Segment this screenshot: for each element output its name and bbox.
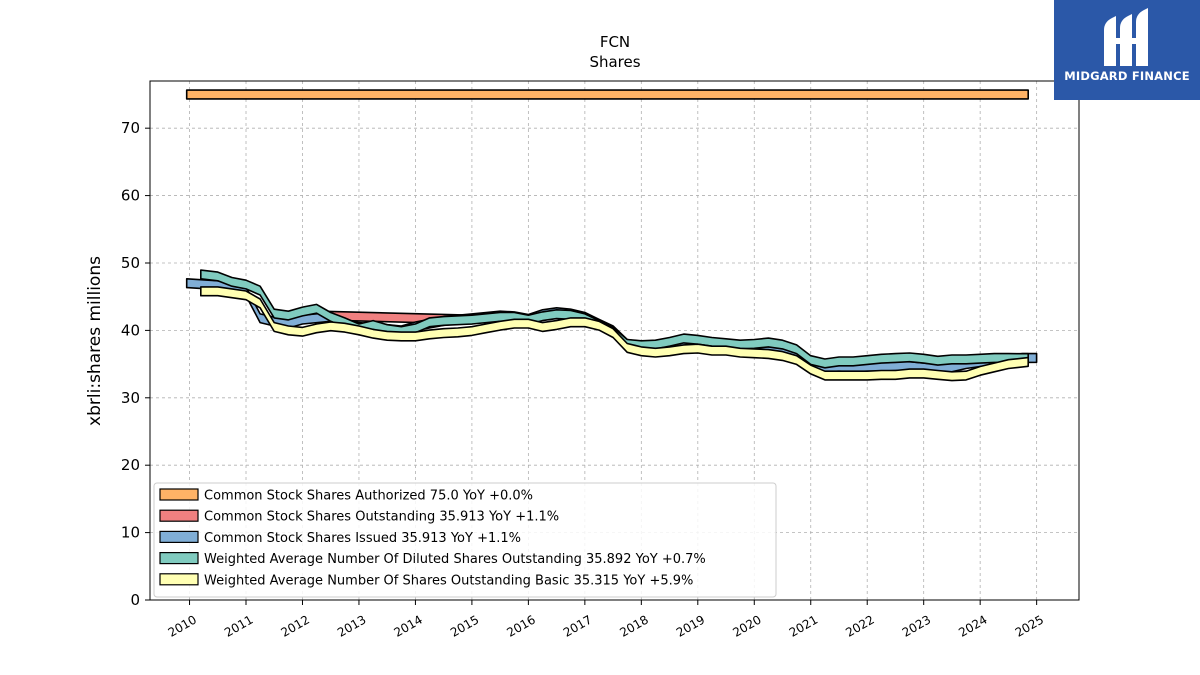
- series-band-1: [185, 89, 1029, 100]
- y-tick-label: 0: [130, 591, 140, 609]
- y-tick-label: 30: [121, 389, 140, 407]
- x-tick-label: 2017: [561, 612, 594, 639]
- y-axis: 0 10 20 30 40 50 60 70: [121, 119, 150, 609]
- legend-swatch: [159, 488, 199, 501]
- x-tick-label: 2015: [448, 612, 481, 639]
- x-tick-label: 2021: [787, 612, 820, 639]
- x-tick-label: 2022: [843, 612, 876, 639]
- legend-entry: Weighted Average Number Of Diluted Share…: [204, 552, 706, 567]
- x-tick-label: 2010: [166, 612, 199, 639]
- x-tick-label: 2024: [956, 612, 989, 639]
- legend: Common Stock Shares Authorized 75.0 YoY …: [153, 482, 777, 598]
- legend-entry: Common Stock Shares Authorized 75.0 YoY …: [204, 489, 533, 504]
- legend-box: [153, 482, 777, 598]
- x-tick-label: 2019: [674, 612, 707, 639]
- x-tick-label: 2014: [391, 612, 424, 639]
- legend-swatch: [159, 573, 199, 586]
- x-tick-label: 2012: [279, 612, 312, 639]
- y-tick-label: 10: [121, 524, 140, 542]
- y-tick-label: 50: [121, 254, 140, 272]
- x-axis: 2010 2011 2012 2013 2014 2015 2016 2017 2018 2019…: [166, 600, 1046, 640]
- legend-swatch: [159, 551, 199, 565]
- series-layer: [185, 89, 1038, 382]
- brand-name: MIDGARD FINANCE: [1064, 69, 1190, 83]
- y-tick-label: 60: [121, 187, 140, 205]
- plot-frame: [149, 80, 1080, 601]
- series-band-5: [200, 286, 1029, 382]
- y-tick-label: 40: [121, 321, 140, 339]
- legend-entry: Weighted Average Number Of Shares Outsta…: [204, 573, 693, 588]
- x-tick-label: 2018: [617, 612, 650, 639]
- chart-subtitle: Shares: [589, 53, 640, 71]
- x-tick-label: 2023: [900, 612, 933, 639]
- x-tick-label: 2016: [504, 612, 537, 639]
- x-tick-label: 2025: [1013, 612, 1046, 639]
- legend-entry: Common Stock Shares Issued 35.913 YoY +1…: [204, 531, 521, 546]
- legend-swatch: [159, 530, 199, 544]
- brand-logo: MIDGARD FINANCE: [1054, 0, 1200, 100]
- chart-title: FCN: [600, 33, 630, 51]
- y-tick-label: 70: [121, 119, 140, 137]
- x-tick-label: 2013: [335, 612, 368, 639]
- midgard-logo-icon: [1104, 8, 1148, 66]
- legend-entry: Common Stock Shares Outstanding 35.913 Y…: [204, 510, 559, 525]
- y-tick-label: 20: [121, 456, 140, 474]
- x-tick-label: 2020: [730, 612, 763, 639]
- x-tick-label: 2011: [222, 612, 255, 639]
- legend-swatch: [159, 509, 199, 522]
- y-axis-label: xbrli:shares millions: [85, 256, 105, 426]
